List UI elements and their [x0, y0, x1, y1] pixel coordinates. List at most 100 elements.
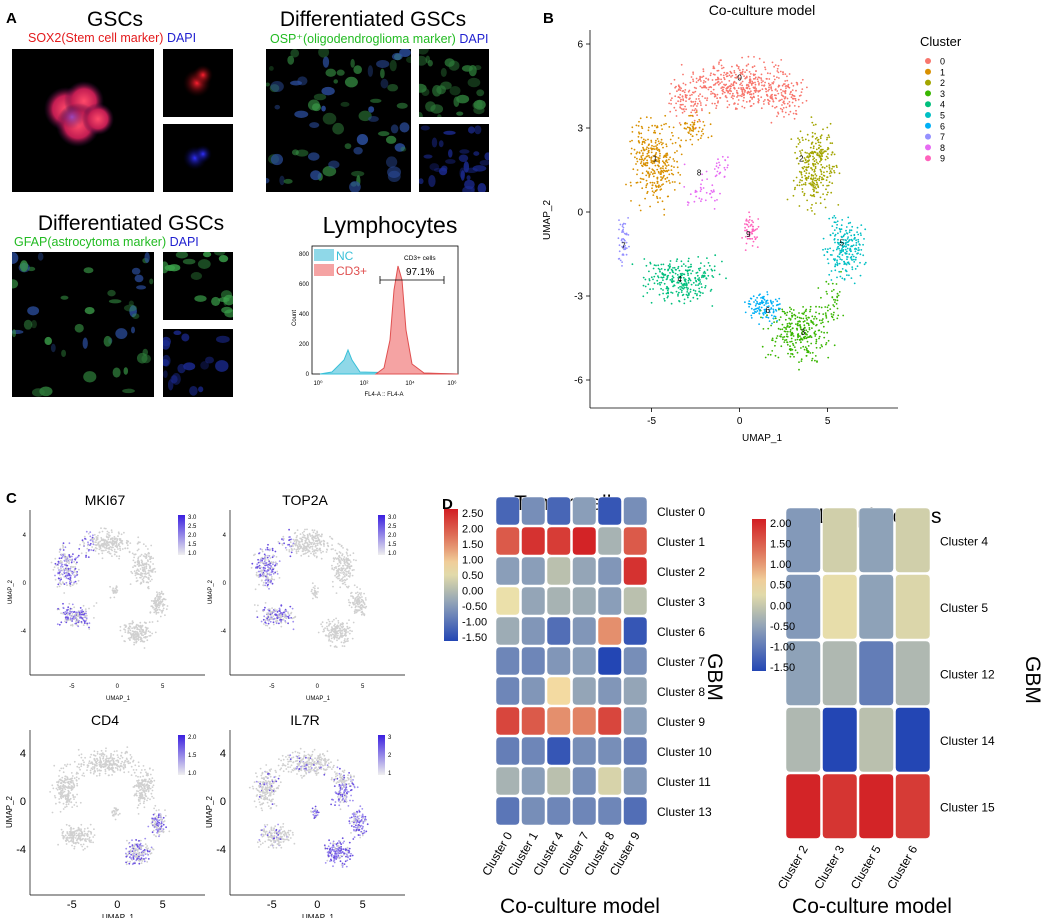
umap-point	[829, 254, 832, 256]
osp-marker-line: OSP⁺(oligodendroglioma marker) DAPI	[270, 31, 489, 46]
umap-point	[635, 152, 638, 155]
umap-point	[625, 253, 628, 256]
umap-point	[666, 195, 669, 198]
umap-point	[800, 328, 802, 331]
umap-point	[776, 300, 779, 303]
dapi-label: DAPI	[459, 32, 489, 46]
umap-point	[688, 130, 691, 132]
feature-point	[74, 617, 77, 620]
feature-point	[120, 533, 123, 536]
feature-point	[88, 626, 90, 629]
feature-point	[261, 550, 264, 553]
umap-point	[733, 95, 735, 97]
umap-point	[693, 103, 696, 106]
feature-point	[101, 543, 104, 546]
lymphocytes-title: Lymphocytes	[322, 212, 458, 238]
umap-point	[772, 301, 774, 303]
feature-point	[267, 548, 269, 551]
umap-point	[837, 314, 840, 317]
cell-blob	[456, 111, 464, 116]
umap-point	[841, 258, 843, 261]
feature-point	[148, 621, 151, 624]
feature-point	[65, 609, 68, 611]
feature-point	[156, 593, 159, 596]
umap-point	[671, 275, 674, 278]
umap-point	[747, 220, 749, 222]
umap-point	[752, 92, 755, 95]
umap-point	[700, 183, 702, 186]
umap-point	[728, 80, 731, 82]
umap-point	[747, 225, 750, 228]
feature-point	[361, 596, 363, 598]
feature-point	[149, 611, 152, 613]
feature-point	[156, 603, 159, 606]
cell-blob	[473, 105, 485, 115]
x-tick-label: -5	[69, 684, 75, 690]
feature-point	[58, 582, 61, 584]
umap-point	[693, 121, 696, 124]
umap-point	[789, 323, 792, 325]
umap-point	[822, 184, 824, 187]
feature-point	[360, 613, 363, 616]
umap-point	[814, 179, 816, 182]
umap-point	[819, 135, 822, 138]
feature-point	[311, 550, 314, 553]
panel-b-label: B	[543, 10, 554, 27]
y-tick-label: -4	[21, 629, 27, 635]
umap-point	[625, 241, 628, 244]
umap-point	[794, 349, 797, 352]
umap-point	[820, 306, 823, 309]
cell-blob	[134, 274, 144, 283]
umap-point	[636, 157, 638, 160]
umap-point	[767, 99, 770, 102]
umap-point	[863, 238, 865, 240]
umap-point	[641, 172, 644, 175]
umap-point	[742, 99, 745, 102]
umap-point	[850, 245, 852, 248]
umap-point	[744, 229, 746, 232]
umap-point	[784, 111, 787, 114]
umap-point	[764, 308, 767, 311]
feature-point	[129, 542, 132, 544]
cell-blob	[136, 285, 147, 290]
umap-point	[772, 317, 775, 320]
umap-point	[660, 276, 663, 279]
umap-point	[712, 67, 715, 70]
cell-blob	[182, 258, 196, 265]
umap-point	[697, 130, 700, 133]
umap-point	[765, 90, 768, 93]
umap-point	[705, 77, 707, 80]
feature-point	[333, 568, 335, 571]
umap-point	[779, 303, 781, 305]
umap-point	[681, 284, 684, 286]
feature-point	[272, 615, 275, 617]
umap-point	[641, 140, 644, 143]
umap-point	[804, 159, 807, 162]
umap-point	[720, 64, 723, 67]
feature-point	[312, 535, 315, 538]
umap-point	[806, 322, 808, 325]
feature-point	[301, 550, 304, 553]
umap-point	[819, 202, 822, 205]
umap-point	[785, 328, 788, 330]
umap-point	[854, 268, 857, 270]
ytick: 200	[299, 342, 310, 348]
umap-point	[834, 241, 836, 244]
umap-point	[735, 82, 738, 85]
feature-point	[287, 615, 290, 618]
feature-point	[305, 537, 307, 540]
feature-point	[356, 602, 359, 605]
feature-point	[108, 531, 110, 534]
cell-blob	[295, 149, 309, 157]
feature-point	[325, 634, 327, 637]
umap-point	[777, 64, 780, 67]
feature-point	[95, 539, 98, 542]
feature-point	[331, 620, 334, 623]
cell-blob	[205, 356, 215, 364]
umap-point	[767, 305, 770, 307]
feature-point	[73, 571, 76, 573]
feature-point	[347, 572, 350, 574]
umap-point	[621, 241, 624, 244]
umap-point	[715, 165, 718, 168]
